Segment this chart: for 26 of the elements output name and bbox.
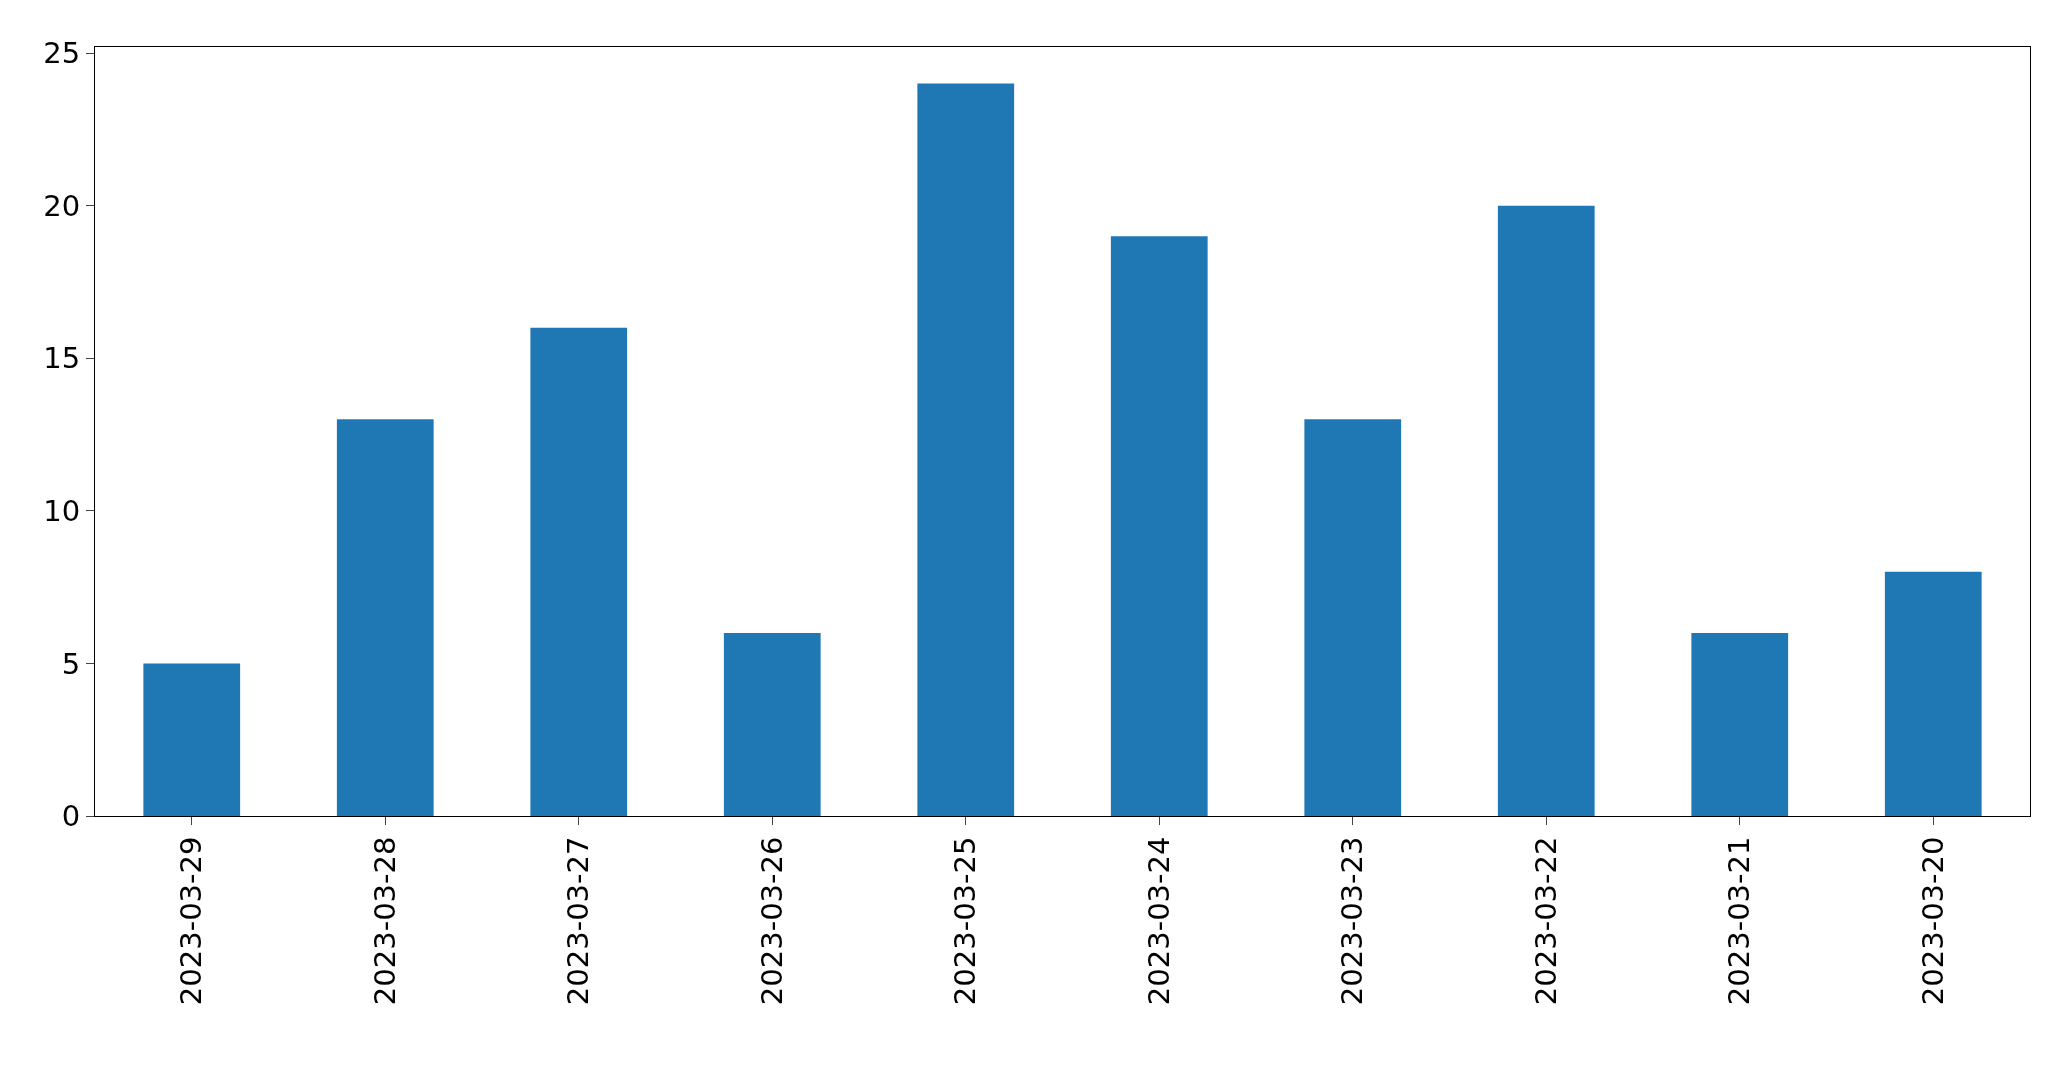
bar — [143, 663, 241, 816]
bar — [1884, 571, 1982, 816]
bar — [1691, 632, 1789, 816]
y-tick-label: 25 — [43, 36, 81, 71]
x-tick-label: 2023-03-23 — [1335, 836, 1370, 1006]
x-tick-label: 2023-03-29 — [174, 836, 209, 1006]
y-tick-label: 5 — [61, 646, 81, 681]
y-tick-label: 10 — [43, 493, 81, 528]
x-tick-label: 2023-03-28 — [367, 836, 402, 1006]
bar — [1110, 236, 1208, 816]
x-tick-label: 2023-03-22 — [1528, 836, 1563, 1006]
x-tick-label: 2023-03-27 — [561, 836, 596, 1006]
x-tick-label: 2023-03-21 — [1722, 836, 1757, 1006]
x-tick-label: 2023-03-24 — [1141, 836, 1176, 1006]
bar — [917, 83, 1015, 816]
y-tick-label: 20 — [43, 188, 81, 223]
bar — [723, 632, 821, 816]
y-tick-label: 15 — [43, 341, 81, 376]
x-tick-label: 2023-03-20 — [1915, 836, 1950, 1006]
bar — [1304, 419, 1402, 816]
bar — [336, 419, 434, 816]
bar — [1497, 205, 1595, 816]
x-tick-label: 2023-03-26 — [754, 836, 789, 1006]
bar — [530, 327, 628, 816]
x-tick-label: 2023-03-25 — [948, 836, 983, 1006]
y-tick-label: 0 — [61, 799, 81, 834]
